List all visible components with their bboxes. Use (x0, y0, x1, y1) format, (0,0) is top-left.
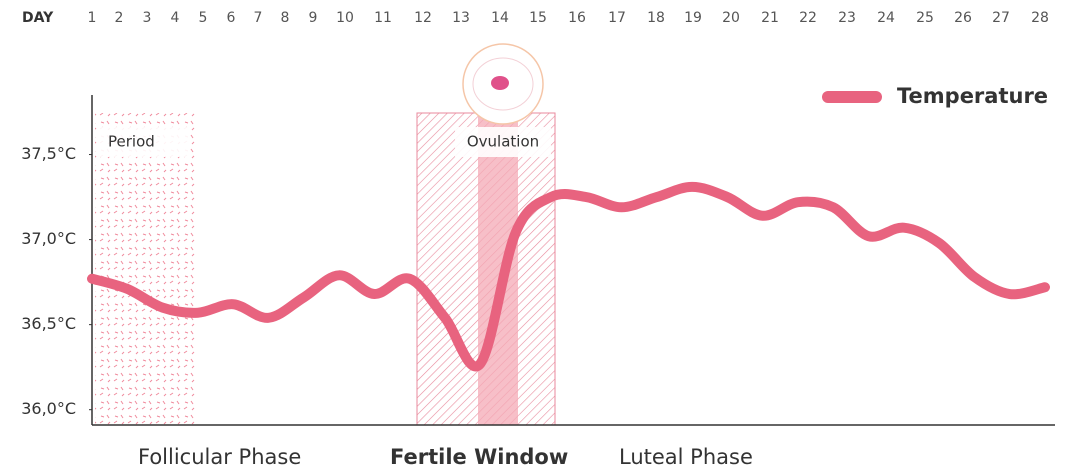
y-tick-label: 37,0°C (21, 229, 76, 248)
x-tick-label: 17 (608, 10, 626, 26)
y-tick-label: 37,5°C (21, 144, 76, 163)
x-tick-label: 15 (529, 10, 547, 26)
x-tick-label: 12 (414, 10, 432, 26)
ovulation-label: Ovulation (467, 133, 539, 151)
x-tick-label: 23 (838, 10, 856, 26)
x-tick-label: 24 (877, 10, 895, 26)
x-tick-label: 9 (309, 10, 318, 26)
x-tick-label: 25 (916, 10, 934, 26)
x-tick-label: 26 (954, 10, 972, 26)
ovum-icon (463, 44, 543, 124)
phase-label: Luteal Phase (619, 445, 753, 469)
x-tick-label: 11 (374, 10, 392, 26)
x-tick-label: 13 (452, 10, 470, 26)
x-tick-label: 22 (799, 10, 817, 26)
y-tick-label: 36,5°C (21, 314, 76, 333)
x-tick-label: 27 (992, 10, 1010, 26)
x-axis-label: DAY (22, 10, 54, 26)
x-tick-label: 16 (568, 10, 586, 26)
x-tick-label: 28 (1031, 10, 1049, 26)
phase-label: Follicular Phase (138, 445, 301, 469)
x-tick-label: 2 (115, 10, 124, 26)
ovulation-region (478, 113, 518, 425)
chart: Period Ovulation DAY Temperature Follicu… (0, 0, 1066, 472)
legend-label: Temperature (897, 84, 1048, 108)
x-tick-label: 1 (88, 10, 97, 26)
x-tick-label: 7 (254, 10, 263, 26)
x-tick-label: 19 (684, 10, 702, 26)
x-tick-label: 20 (722, 10, 740, 26)
period-region (95, 113, 195, 425)
x-tick-label: 6 (227, 10, 236, 26)
x-tick-label: 18 (647, 10, 665, 26)
x-tick-label: 4 (171, 10, 180, 26)
x-tick-label: 14 (491, 10, 509, 26)
period-label: Period (108, 133, 155, 151)
x-tick-label: 5 (199, 10, 208, 26)
x-tick-label: 3 (143, 10, 152, 26)
x-tick-label: 8 (281, 10, 290, 26)
x-tick-label: 10 (336, 10, 354, 26)
temperature-line (92, 187, 1045, 367)
phase-label: Fertile Window (390, 445, 568, 469)
x-tick-label: 21 (761, 10, 779, 26)
y-tick-label: 36,0°C (21, 399, 76, 418)
